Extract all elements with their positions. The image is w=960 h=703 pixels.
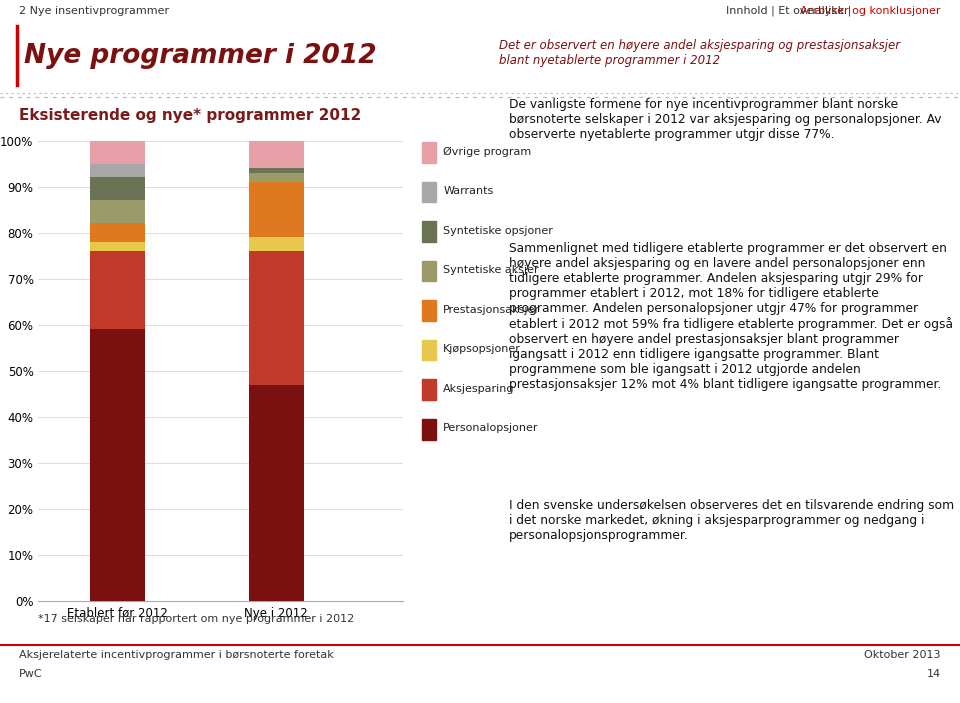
Text: 14: 14 bbox=[926, 669, 941, 679]
Text: Innhold | Et overblikk |: Innhold | Et overblikk | bbox=[726, 6, 854, 16]
Text: De vanligste formene for nye incentivprogrammer blant norske børsnoterte selskap: De vanligste formene for nye incentivpro… bbox=[509, 98, 942, 141]
Bar bbox=[249, 238, 304, 251]
Bar bbox=[249, 141, 304, 168]
Text: Nye programmer i 2012: Nye programmer i 2012 bbox=[24, 43, 376, 69]
Bar bbox=[249, 173, 304, 182]
Bar bbox=[422, 181, 436, 202]
Text: I den svenske undersøkelsen observeres det en tilsvarende endring som i det nors: I den svenske undersøkelsen observeres d… bbox=[509, 498, 954, 542]
Text: Eksisterende og nye* programmer 2012: Eksisterende og nye* programmer 2012 bbox=[19, 108, 362, 124]
Bar bbox=[90, 177, 146, 200]
Bar bbox=[422, 340, 436, 361]
Bar bbox=[90, 330, 146, 601]
Text: 2 Nye insentivprogrammer: 2 Nye insentivprogrammer bbox=[19, 6, 169, 16]
Bar bbox=[249, 168, 304, 173]
Text: Det er observert en høyere andel aksjesparing og prestasjonsaksjer
blant nyetabl: Det er observert en høyere andel aksjesp… bbox=[499, 39, 900, 67]
Bar bbox=[90, 164, 146, 177]
Text: Personalopsjoner: Personalopsjoner bbox=[444, 423, 539, 434]
Text: Aksjesparing: Aksjesparing bbox=[444, 384, 515, 394]
Text: PwC: PwC bbox=[19, 669, 43, 679]
Text: Warrants: Warrants bbox=[444, 186, 493, 196]
Text: Syntetiske aksjer: Syntetiske aksjer bbox=[444, 265, 539, 276]
Text: Prestasjonsaksjer: Prestasjonsaksjer bbox=[444, 305, 540, 315]
Bar bbox=[249, 251, 304, 385]
Bar bbox=[422, 142, 436, 163]
Bar bbox=[90, 200, 146, 224]
Bar bbox=[249, 182, 304, 238]
Bar bbox=[90, 141, 146, 164]
Text: Oktober 2013: Oktober 2013 bbox=[864, 650, 941, 660]
Text: Kjøpsopsjoner: Kjøpsopsjoner bbox=[444, 344, 521, 354]
Bar bbox=[422, 419, 436, 439]
Bar bbox=[422, 380, 436, 400]
Bar bbox=[422, 300, 436, 321]
Bar bbox=[249, 385, 304, 601]
Text: Analyser og konklusjoner: Analyser og konklusjoner bbox=[801, 6, 941, 16]
Text: Syntetiske opsjoner: Syntetiske opsjoner bbox=[444, 226, 553, 236]
Text: *17 selskaper har rapportert om nye programmer i 2012: *17 selskaper har rapportert om nye prog… bbox=[38, 614, 354, 624]
Text: Aksjerelaterte incentivprogrammer i børsnoterte foretak: Aksjerelaterte incentivprogrammer i børs… bbox=[19, 650, 334, 660]
Text: Sammenlignet med tidligere etablerte programmer er det observert en høyere andel: Sammenlignet med tidligere etablerte pro… bbox=[509, 242, 952, 392]
Bar bbox=[90, 242, 146, 251]
Bar bbox=[422, 261, 436, 281]
Text: Øvrige program: Øvrige program bbox=[444, 146, 532, 157]
Bar bbox=[90, 224, 146, 242]
Bar bbox=[90, 251, 146, 330]
Bar bbox=[422, 221, 436, 242]
